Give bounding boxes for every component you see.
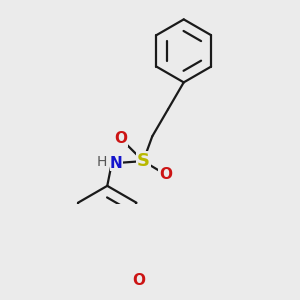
Text: O: O [114,131,127,146]
Text: S: S [137,152,150,170]
Text: N: N [110,156,123,171]
Text: O: O [159,167,172,182]
Text: O: O [132,273,145,288]
Text: H: H [96,155,107,169]
